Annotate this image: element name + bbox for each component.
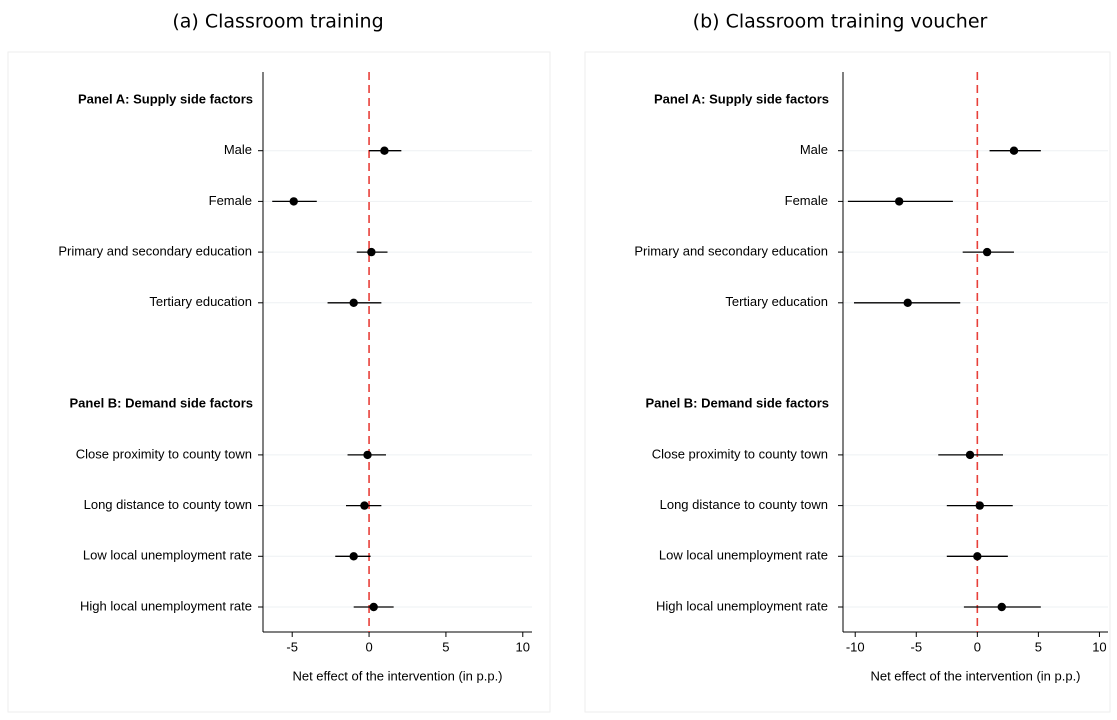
x-tick-label: -5 <box>910 639 922 654</box>
point <box>997 602 1006 612</box>
row-label: Long distance to county town <box>84 497 252 512</box>
x-tick-label: -5 <box>286 639 298 654</box>
point <box>349 298 358 307</box>
panel-header: Panel B: Demand side factors <box>646 396 830 411</box>
x-tick-label: 10 <box>1092 639 1106 654</box>
row-label: Female <box>209 193 252 208</box>
point <box>289 197 298 206</box>
point <box>894 197 904 206</box>
point <box>360 501 369 510</box>
point <box>363 450 372 460</box>
row-label: Primary and secondary education <box>58 244 252 259</box>
row-label: Close proximity to county town <box>652 446 828 461</box>
panel-frame <box>584 51 1111 713</box>
row-label: Tertiary education <box>149 294 252 309</box>
point <box>965 450 975 460</box>
point <box>367 247 376 257</box>
x-tick-label: 5 <box>442 639 449 654</box>
point <box>975 501 984 510</box>
row-label: Close proximity to county town <box>76 446 252 461</box>
row-label: High local unemployment rate <box>656 598 828 613</box>
x-tick-label: 10 <box>516 639 530 654</box>
chart-title: (a) Classroom training <box>172 11 383 33</box>
row-label: Male <box>800 142 828 157</box>
row-label: High local unemployment rate <box>80 598 252 613</box>
panel-frame <box>7 51 551 713</box>
x-tick-label: -10 <box>846 639 865 654</box>
row-label: Female <box>785 193 828 208</box>
chart-title: (b) Classroom training voucher <box>693 11 988 33</box>
panel-header: Panel A: Supply side factors <box>654 91 829 106</box>
x-tick-label: 5 <box>1035 639 1042 654</box>
point <box>903 298 912 307</box>
point <box>973 552 982 561</box>
x-tick-label: 0 <box>974 639 981 654</box>
point <box>349 552 358 561</box>
x-tick-label: 0 <box>365 639 372 654</box>
row-label: Long distance to county town <box>660 497 828 512</box>
row-label: Low local unemployment rate <box>659 548 828 563</box>
row-label: Tertiary education <box>725 294 828 309</box>
point <box>369 602 378 612</box>
point <box>1009 146 1019 155</box>
panel-header: Panel A: Supply side factors <box>78 91 253 106</box>
x-axis-label: Net effect of the intervention (in p.p.) <box>292 668 502 683</box>
panel-header: Panel B: Demand side factors <box>70 396 254 411</box>
point <box>982 247 992 257</box>
row-label: Primary and secondary education <box>634 244 828 259</box>
row-label: Low local unemployment rate <box>83 548 252 563</box>
point <box>380 146 389 155</box>
row-label: Male <box>224 142 252 157</box>
x-axis-label: Net effect of the intervention (in p.p.) <box>870 668 1080 683</box>
